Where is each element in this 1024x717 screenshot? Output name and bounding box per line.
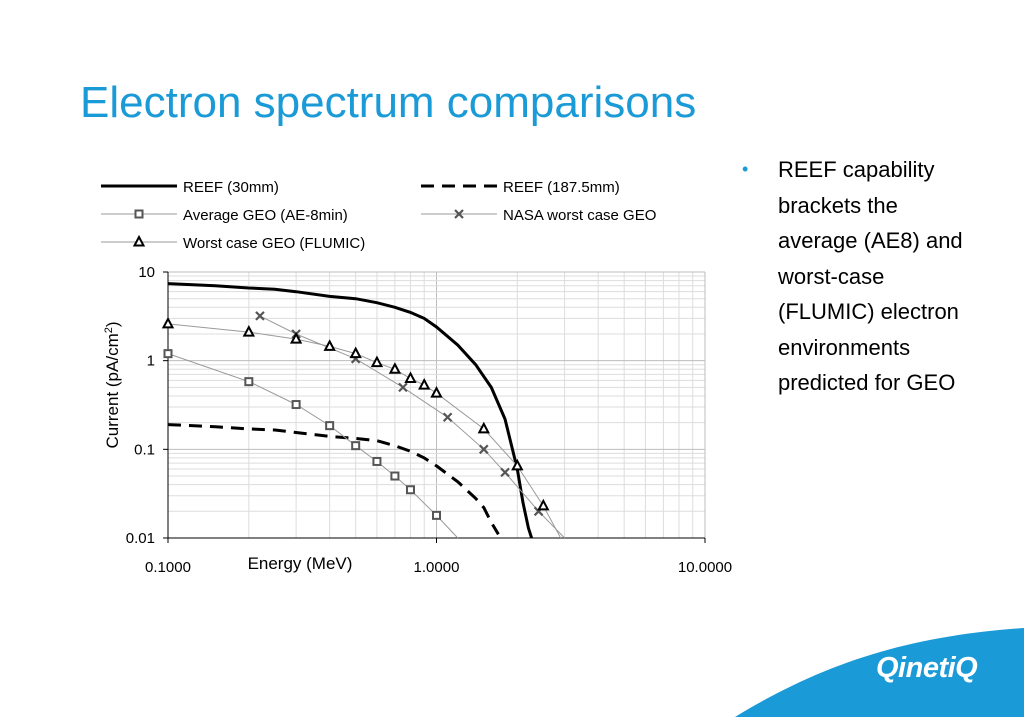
data-point [537, 498, 550, 511]
series-line [167, 353, 459, 539]
series-line [167, 282, 534, 539]
data-point [500, 467, 510, 478]
data-point [325, 421, 335, 431]
legend-item: NASA worst case GEO [421, 207, 656, 224]
data-point [404, 371, 417, 383]
data-point [479, 444, 489, 455]
series-line [167, 323, 562, 539]
x-tick-label: 10.0000 [678, 559, 732, 576]
data-point [511, 458, 524, 471]
y-axis-title: Current (pA/cm2) [103, 321, 122, 448]
data-point [291, 400, 301, 410]
data-point [370, 355, 384, 368]
y-tick-label: 10 [138, 264, 155, 281]
data-point [255, 311, 265, 321]
legend-label: Average GEO (AE-8min) [183, 207, 348, 224]
data-point [349, 346, 362, 359]
data-point [432, 510, 441, 520]
data-point [477, 421, 490, 434]
data-point [351, 441, 361, 451]
legend-marker [132, 234, 146, 247]
legend-item: REEF (30mm) [101, 179, 279, 196]
legend-label: REEF (187.5mm) [503, 179, 620, 196]
data-point [388, 362, 402, 374]
data-point [398, 382, 408, 393]
data-point [163, 349, 173, 359]
series-reef-30mm [167, 282, 534, 539]
legend-item: Worst case GEO (FLUMIC) [101, 234, 365, 252]
x-tick-label: 1.0000 [414, 559, 460, 576]
chart-series [161, 282, 565, 539]
legend-label: NASA worst case GEO [503, 207, 656, 224]
data-point [405, 485, 415, 495]
data-point [161, 316, 175, 329]
series-worst-case-geo-flumic [161, 316, 562, 539]
legend-marker [454, 209, 464, 219]
data-point [372, 456, 382, 466]
data-point [418, 377, 431, 390]
x-tick-label: 0.1000 [145, 559, 191, 576]
data-point [442, 412, 453, 423]
data-point [289, 331, 303, 344]
legend-label: Worst case GEO (FLUMIC) [183, 235, 365, 252]
chart-labels: 0.1000 1.0000 10.0000 10 1 0.1 0.01 Energy (MeV… [103, 264, 732, 576]
y-tick-label: 0.1 [134, 441, 155, 458]
chart-grid [167, 271, 706, 539]
data-point [323, 339, 336, 351]
slide-title: Electron spectrum comparisons [80, 78, 697, 127]
legend-item: Average GEO (AE-8min) [101, 207, 348, 224]
y-tick-label: 1 [147, 353, 155, 370]
qinetiq-logo: QinetiQ [876, 652, 978, 684]
data-point [390, 471, 400, 481]
series-average-geo-ae-8min [163, 349, 459, 539]
data-point [242, 324, 255, 337]
bullet-dot-icon: • [742, 159, 749, 179]
legend-item: REEF (187.5mm) [421, 179, 620, 196]
legend-marker [134, 209, 144, 219]
y-tick-label: 0.01 [126, 530, 155, 547]
data-point [430, 386, 443, 398]
data-point [244, 377, 254, 387]
legend-label: REEF (30mm) [183, 179, 279, 196]
x-axis-title: Energy (MeV) [248, 554, 353, 573]
chart-legend: REEF (30mm) REEF (187.5mm) Average GEO (AE… [101, 179, 656, 252]
bullet-text: REEF capability brackets the average (AE… [778, 157, 963, 395]
chart-axes [163, 271, 706, 543]
